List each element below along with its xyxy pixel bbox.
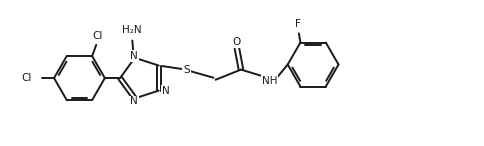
Text: Cl: Cl	[92, 31, 103, 41]
Text: Cl: Cl	[22, 73, 32, 83]
Text: N: N	[162, 86, 170, 96]
Text: N: N	[130, 96, 137, 106]
Text: NH: NH	[262, 76, 277, 86]
Text: S: S	[183, 65, 190, 75]
Text: H₂N: H₂N	[122, 25, 142, 35]
Text: O: O	[233, 37, 241, 47]
Text: N: N	[130, 51, 137, 61]
Text: F: F	[295, 19, 301, 29]
